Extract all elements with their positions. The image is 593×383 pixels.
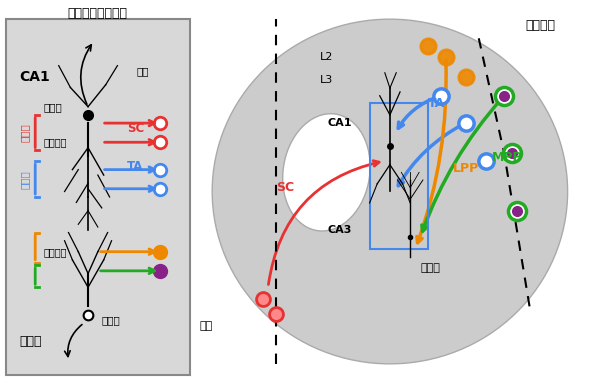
Text: 細胞体: 細胞体	[102, 315, 120, 325]
Text: TA: TA	[428, 97, 445, 110]
Text: CA1: CA1	[20, 70, 50, 83]
Text: 細胞体: 細胞体	[43, 102, 62, 112]
Text: L2: L2	[320, 52, 333, 62]
Text: CA3: CA3	[327, 225, 352, 235]
Text: 軸索: 軸索	[137, 66, 149, 76]
Text: 歯状回: 歯状回	[420, 263, 440, 273]
Text: 分子層: 分子層	[20, 170, 30, 188]
Text: LPP: LPP	[454, 162, 480, 175]
Text: 海馬: 海馬	[199, 321, 213, 331]
Text: MPP: MPP	[492, 151, 522, 164]
Text: 右枠線内の拡大図: 右枠線内の拡大図	[68, 7, 128, 20]
Text: 歯状回: 歯状回	[20, 336, 42, 349]
Bar	[369, 103, 428, 249]
Text: 内嗅皮質: 内嗅皮質	[525, 19, 555, 32]
Text: 樹状突起: 樹状突起	[43, 137, 66, 147]
Ellipse shape	[212, 19, 568, 364]
Ellipse shape	[283, 114, 370, 231]
Text: SC: SC	[276, 182, 294, 195]
Text: TA: TA	[127, 160, 144, 173]
Text: CA1: CA1	[327, 118, 352, 128]
Text: 樹状突起: 樹状突起	[43, 247, 66, 257]
Text: 放線層: 放線層	[20, 123, 30, 142]
Text: SC: SC	[127, 122, 145, 135]
FancyBboxPatch shape	[6, 19, 190, 375]
Text: L3: L3	[320, 75, 333, 85]
